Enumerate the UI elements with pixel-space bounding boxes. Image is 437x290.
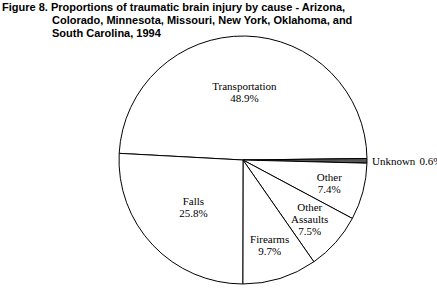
pie-chart: Transportation48.9%Unknown0.6%Other7.4%O… <box>0 0 437 290</box>
slice-label: OtherAssaults7.5% <box>291 201 328 237</box>
category-label: Falls <box>183 195 204 207</box>
category-label: Assaults <box>291 213 328 225</box>
category-label: Transportation <box>212 80 277 92</box>
slice-label: Firearms9.7% <box>250 233 289 257</box>
slice-label: Other7.4% <box>317 171 342 195</box>
labels: Transportation48.9%Unknown0.6%Other7.4%O… <box>179 80 437 257</box>
value-label: 25.8% <box>179 207 207 219</box>
value-label: 48.9% <box>230 92 258 104</box>
chart-title: Figure 8. Proportions of traumatic brain… <box>2 1 374 40</box>
slice-label: Transportation48.9% <box>212 80 277 104</box>
category-label: Other <box>297 201 322 213</box>
value-label: 0.6% <box>419 155 437 167</box>
slice-label: Falls25.8% <box>179 195 207 219</box>
pie-slice <box>119 153 243 284</box>
slices <box>119 36 367 284</box>
value-label: 9.7% <box>258 245 281 257</box>
category-label: Firearms <box>250 233 289 245</box>
pie-slice <box>119 36 367 160</box>
category-label: Unknown <box>372 155 416 167</box>
slice-label: Unknown0.6% <box>372 155 437 167</box>
value-label: 7.5% <box>298 225 321 237</box>
value-label: 7.4% <box>318 183 341 195</box>
category-label: Other <box>317 171 342 183</box>
